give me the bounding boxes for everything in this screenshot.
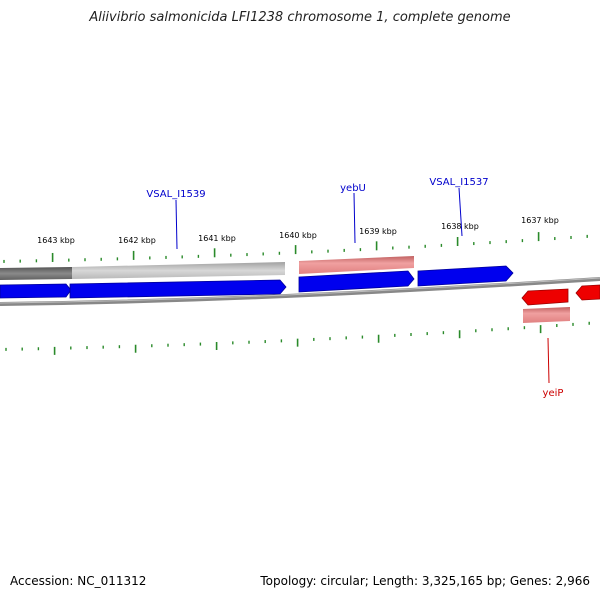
feature-block-vsal-i1539[interactable] — [72, 262, 285, 279]
ruler-label-1643: 1643 kbp — [37, 236, 75, 245]
accession-label: Accession: NC_011312 — [10, 574, 147, 588]
genome-backbone — [0, 277, 600, 306]
feature-block-yebu[interactable] — [299, 256, 414, 274]
inner-tick-row — [5, 321, 590, 355]
feature-block-dark[interactable] — [0, 267, 72, 280]
genome-backbone-highlight — [0, 277, 600, 304]
ruler-label-1640: 1640 kbp — [279, 231, 317, 240]
label-leader-vsal-i1539 — [175, 199, 178, 250]
feature-block-yeip[interactable] — [523, 307, 570, 323]
ruler-label-1641: 1641 kbp — [198, 234, 236, 243]
label-leader-yeip — [547, 337, 550, 384]
genome-summary-label: Topology: circular; Length: 3,325,165 bp… — [260, 574, 590, 588]
gene-label-yeip[interactable]: yeiP — [543, 388, 564, 399]
ruler-label-1637: 1637 kbp — [521, 216, 559, 225]
outer-tick-row — [3, 232, 588, 263]
ruler-label-1642: 1642 kbp — [118, 236, 156, 245]
gene-arrow-vsal-i1539[interactable] — [69, 279, 287, 299]
ruler-label-1638: 1638 kbp — [441, 222, 479, 231]
label-leader-yebu — [353, 192, 356, 244]
gene-arrow-vsal-i1537[interactable] — [417, 265, 514, 287]
map-title: Aliivibrio salmonicida LFI1238 chromosom… — [89, 10, 511, 25]
gene-label-vsal-i1539[interactable]: VSAL_I1539 — [146, 189, 205, 200]
ruler-label-1639: 1639 kbp — [359, 227, 397, 236]
gene-arrow-forward[interactable] — [0, 283, 72, 299]
label-leader-vsal-i1537 — [458, 187, 463, 237]
gene-label-yebu[interactable]: yebU — [340, 183, 366, 194]
gene-arrow-yeip[interactable] — [521, 288, 569, 306]
gene-arrow-reverse[interactable] — [575, 284, 600, 301]
gene-label-vsal-i1537[interactable]: VSAL_I1537 — [429, 177, 488, 188]
gene-arrow-yebu[interactable] — [298, 270, 415, 293]
